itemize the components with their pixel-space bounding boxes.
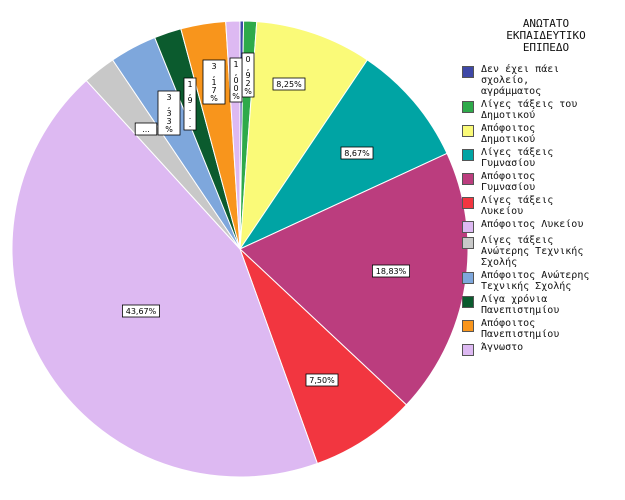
legend-swatch [462,125,474,137]
legend-label: Λίγες τάξεις Ανώτερης Τεχνικής Σχολής [481,235,584,268]
legend-swatch [462,101,474,113]
legend-item: Λίγες τάξεις Ανώτερης Τεχνικής Σχολής [462,235,622,268]
svg-text:18,83%: 18,83% [376,267,407,276]
legend-label: Απόφοιτος Δημοτικού [481,123,536,145]
slice-label: 8,67% [340,146,374,160]
legend-swatch [462,66,474,78]
legend-item: Λίγες τάξεις Λυκείου [462,195,622,217]
svg-text:1,9...: 1,9... [187,80,192,129]
legend-swatch [462,173,474,185]
slice-label: 1, 0 0% [229,57,243,103]
legend-label: Λίγες τάξεις Γυμνασίου [481,147,554,169]
legend-swatch [462,237,474,249]
legend-item: Απόφοιτος Δημοτικού [462,123,622,145]
legend-item: Απόφοιτος Ανώτερης Τεχνικής Σχολής [462,270,622,292]
pie-slice [239,152,469,406]
legend-item: Δεν έχει πάει σχολείο, αγράμματος [462,64,622,97]
legend: ΑΝΩΤΑΤΟ ΕΚΠΑΙΔΕΥΤΙΚΟ ΕΠΙΠΕΔΟ Δεν έχει πά… [462,18,622,358]
legend-swatch [462,296,474,308]
legend-swatch [462,197,474,209]
svg-text:3,17%: 3, 1 7% [210,62,218,103]
svg-text:...: ... [142,125,150,134]
legend-label: Απόφοιτος Γυμνασίου [481,171,536,193]
svg-text:1,00%: 1, 0 0% [232,60,240,101]
legend-items: Δεν έχει πάει σχολείο, αγράμματος Λίγες τ… [462,64,622,356]
legend-swatch [462,149,474,161]
legend-item: Λίγες τάξεις Γυμνασίου [462,147,622,169]
legend-item: Λίγα χρόνια Πανεπιστημίου [462,294,622,316]
slice-label: 7,50% [305,373,339,387]
legend-title: ΑΝΩΤΑΤΟ ΕΚΠΑΙΔΕΥΤΙΚΟ ΕΠΙΠΕΔΟ [506,17,586,54]
slice-label: 3, 1 7% [202,59,226,105]
legend-item: Άγνωστο [462,342,622,356]
pie-slice [239,21,369,251]
svg-text:43,67%: 43,67% [126,307,157,316]
svg-text:8,25%: 8,25% [276,80,302,89]
legend-label: Άγνωστο [481,342,524,353]
slice-label: 0, 9 2% [241,52,255,98]
legend-swatch [462,221,474,233]
slice-label: 3, 3 3% [157,90,181,136]
legend-swatch [462,344,474,356]
pie-slice [11,79,318,478]
legend-label: Απόφοιτος Πανεπιστημίου [481,318,560,340]
legend-item: Απόφοιτος Γυμνασίου [462,171,622,193]
legend-label: Λίγα χρόνια Πανεπιστημίου [481,294,560,316]
legend-item: Απόφοιτος Πανεπιστημίου [462,318,622,340]
legend-label: Λίγες τάξεις του Δημοτικού [481,99,578,121]
slice-label: 1,9... [183,77,197,131]
svg-text:8,67%: 8,67% [344,149,370,158]
slice-label: ... [134,122,158,136]
svg-text:0,92%: 0, 9 2% [244,55,252,96]
svg-text:3,33%: 3, 3 3% [165,93,173,134]
legend-label: Απόφοιτος Ανώτερης Τεχνικής Σχολής [481,270,590,292]
pie-slice [239,248,408,465]
legend-swatch [462,320,474,332]
legend-label: Λίγες τάξεις Λυκείου [481,195,554,217]
legend-label: Απόφοιτος Λυκείου [481,219,584,230]
legend-item: Απόφοιτος Λυκείου [462,219,622,233]
legend-item: Λίγες τάξεις του Δημοτικού [462,99,622,121]
svg-text:7,50%: 7,50% [309,376,335,385]
slice-label: 8,25% [272,77,306,91]
legend-swatch [462,272,474,284]
slice-label: 43,67% [122,304,161,318]
legend-label: Δεν έχει πάει σχολείο, αγράμματος [481,64,560,97]
slice-label: 18,83% [371,264,410,278]
